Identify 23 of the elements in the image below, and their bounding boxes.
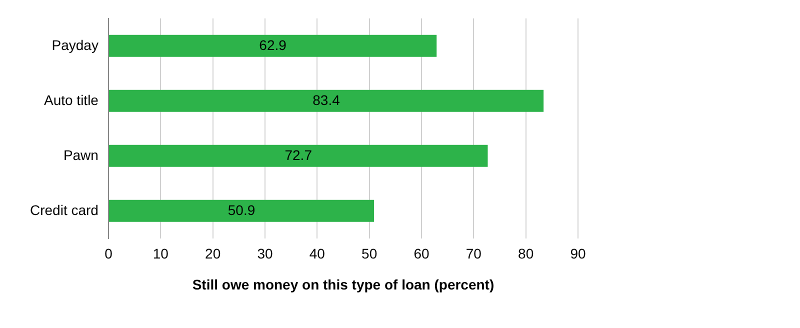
data-label: 50.9	[228, 202, 256, 218]
bar	[108, 200, 374, 222]
bar	[108, 34, 437, 57]
x-axis-title: Still owe money on this type of loan (percent)	[192, 276, 494, 292]
x-tick-label: 30	[257, 246, 273, 262]
data-label: 83.4	[312, 92, 340, 108]
y-tick-label: Credit card	[30, 202, 98, 218]
x-tick-label: 20	[205, 246, 221, 262]
bar	[108, 90, 544, 112]
x-tick-label: 0	[104, 246, 113, 262]
x-tick-label: 80	[518, 246, 534, 262]
x-tick-label: 40	[309, 246, 326, 262]
y-tick-label: Pawn	[63, 146, 98, 163]
data-label: 62.9	[259, 36, 287, 53]
data-label: 72.7	[284, 146, 312, 163]
bar	[108, 144, 488, 167]
y-tick-label: Auto title	[44, 92, 99, 108]
x-tick-label: 50	[362, 246, 378, 262]
y-tick-label: Payday	[52, 36, 98, 53]
x-tick-label: 70	[466, 246, 482, 262]
x-tick-label: 10	[152, 246, 169, 262]
x-tick-label: 90	[570, 246, 586, 262]
x-tick-label: 60	[414, 246, 430, 262]
